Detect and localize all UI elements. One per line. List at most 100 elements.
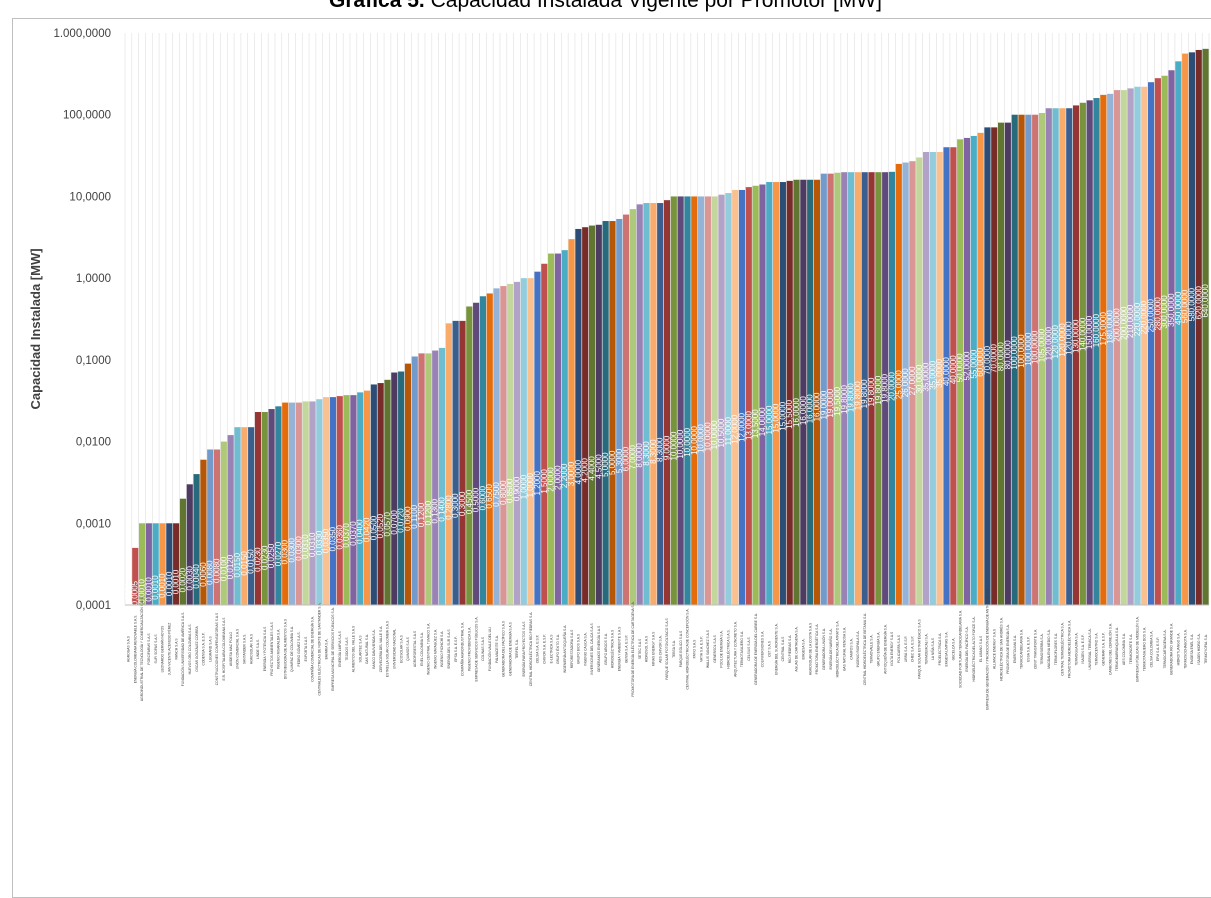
data-label: 4,4000 (588, 456, 597, 481)
x-category-label: FUNDACIÓN UNIVERSIDAD DE AMÉRICA S.A.S. (180, 612, 185, 686)
x-category-label: SANTANDER S.A.S. (243, 634, 247, 664)
x-category-label: ALIMENTOS DEL VALLE S.A.S (352, 625, 356, 672)
x-category-label: OSCAR GONZÁLEZ CORREA (195, 625, 199, 671)
x-category-label: TERMOEMCALI S.A. (924, 633, 928, 664)
data-label: 4,2000 (581, 457, 590, 482)
data-label: 0,3000 (458, 491, 467, 516)
x-category-label: EMGESA S.A. (802, 638, 806, 659)
bar (718, 194, 725, 606)
data-label: 35,0000 (935, 358, 944, 387)
x-category-label: UNIÓN COMERCIAL S.A.S (235, 628, 240, 669)
data-label: 140,0000 (1078, 317, 1087, 351)
data-label: 560,0000 (1181, 289, 1190, 323)
bar (827, 173, 834, 605)
x-category-label: RÍO PIEDRAS S.A. (788, 635, 792, 663)
data-label: 12,0000 (731, 414, 740, 443)
data-label: 0,3000 (451, 493, 460, 518)
x-category-label: HIDROELÉCTRICA DE SAN ANDRÉS S.A. (998, 617, 1003, 681)
x-category-label: HIDROELÉCTRICA S.A.S. (726, 629, 731, 668)
x-category-label: POLICARPA S.A.S (897, 634, 901, 663)
data-label: 3,0000 (567, 461, 576, 486)
bar (534, 271, 541, 605)
x-category-label: CET S.A.S (767, 640, 771, 657)
data-label: 0,0350 (328, 526, 337, 551)
x-category-label: PARQUE SOLAR ESTRATÉGICO S.A.S (916, 618, 921, 678)
data-label: 50,0000 (956, 353, 965, 382)
x-category-label: GRUPO BIOS S.A.S (577, 633, 581, 664)
x-category-label: TERMOYOPAL S.A. (1204, 634, 1208, 664)
data-label: 0,0900 (403, 506, 412, 531)
bar (213, 449, 221, 605)
x-category-label: LA NIÑA S.A.S (930, 637, 935, 660)
data-label: 350,0000 (1167, 293, 1176, 327)
bar (200, 459, 207, 605)
bar (432, 350, 439, 605)
data-label: 5,0000 (601, 452, 610, 477)
data-label: 100,0000 (1010, 336, 1019, 370)
bar (1011, 114, 1018, 605)
bar (629, 209, 636, 605)
data-label: 0,0370 (349, 521, 358, 546)
data-label: 250,0000 (1147, 298, 1156, 332)
data-label: 0,0270 (274, 541, 283, 566)
data-label: 10,0000 (703, 422, 712, 451)
data-label: 0,0100 (219, 556, 228, 581)
data-label: 8,3000 (649, 439, 658, 464)
data-label: 0,0570 (383, 511, 392, 536)
x-category-label: INGENIO CAUCA S.A. (583, 632, 587, 665)
bar (704, 196, 711, 605)
data-label: 0,0080 (213, 558, 222, 583)
x-category-label: ANTIOQUEÑA DE ENERGÍA S.A. (882, 624, 887, 674)
bar (479, 296, 486, 605)
bar (316, 399, 323, 605)
data-label: 10,0000 (676, 429, 685, 458)
bar (1025, 114, 1032, 605)
x-category-label: ENERGÍA PARA PROYECTOS S.A.S (522, 621, 526, 677)
bar (350, 395, 357, 605)
x-category-label: POOL DE ENERGÍA S.A. (720, 630, 724, 667)
bar (650, 203, 657, 605)
data-label: 175,0000 (1099, 312, 1108, 346)
bar (691, 196, 698, 605)
data-label: 19,0000 (826, 388, 835, 417)
bar (234, 427, 241, 605)
x-category-label: E-LECTRICA S.A.S (549, 634, 553, 664)
x-category-label: MAGDALENA MEDIO S.A. (1047, 629, 1051, 668)
data-label: 10,0000 (697, 424, 706, 453)
data-label: 0,0010 (172, 569, 181, 594)
bar (500, 286, 507, 605)
data-label: 1,0000 (526, 472, 535, 497)
x-category-label: TERMOSIERRA S.A. (1040, 633, 1044, 664)
x-category-label: GENERADORA DE ENERGÍA S.A.S (508, 621, 512, 675)
bar (1107, 93, 1114, 606)
x-category-label: AGROFORESTAL S.A.S (413, 630, 417, 667)
data-label: 0,1100 (410, 504, 419, 528)
data-label: 0,0520 (376, 513, 385, 538)
data-label: 150,0000 (1085, 315, 1094, 349)
data-label: 35,0000 (922, 362, 931, 391)
x-category-label: LINDE S.A.S. (256, 639, 260, 659)
bar (1202, 48, 1209, 605)
x-category-label: EMGESA LIMPIAS S.A. (945, 631, 949, 666)
data-label: 0,9000 (513, 476, 522, 501)
bars (125, 48, 1209, 606)
bar (1154, 78, 1161, 605)
x-category-label: PROMOTORA DE ENERGÍA S.A. (1006, 624, 1010, 674)
y-tick-label: 1.000,0000 (53, 28, 111, 40)
x-category-label: CERVECERÍA DEL VALLE S.A. (379, 626, 383, 673)
data-label: 1,5000 (540, 469, 549, 494)
data-label: 0,0010 (138, 578, 147, 603)
bar (1168, 70, 1175, 605)
data-label: 0,0300 (288, 538, 297, 563)
x-category-label: ENERGÍA LIMPIA S.A.S (338, 630, 342, 666)
data-label: 180,0000 (1106, 310, 1115, 344)
data-label: 10,0000 (690, 425, 699, 454)
bar (616, 218, 623, 605)
bar (493, 288, 500, 605)
data-label: 40,0000 (942, 357, 951, 386)
bar (425, 353, 432, 605)
data-label: 280,0000 (1153, 297, 1162, 331)
data-label: 0,0150 (233, 552, 242, 577)
bar (711, 196, 718, 605)
data-label: 15,0000 (765, 405, 774, 434)
